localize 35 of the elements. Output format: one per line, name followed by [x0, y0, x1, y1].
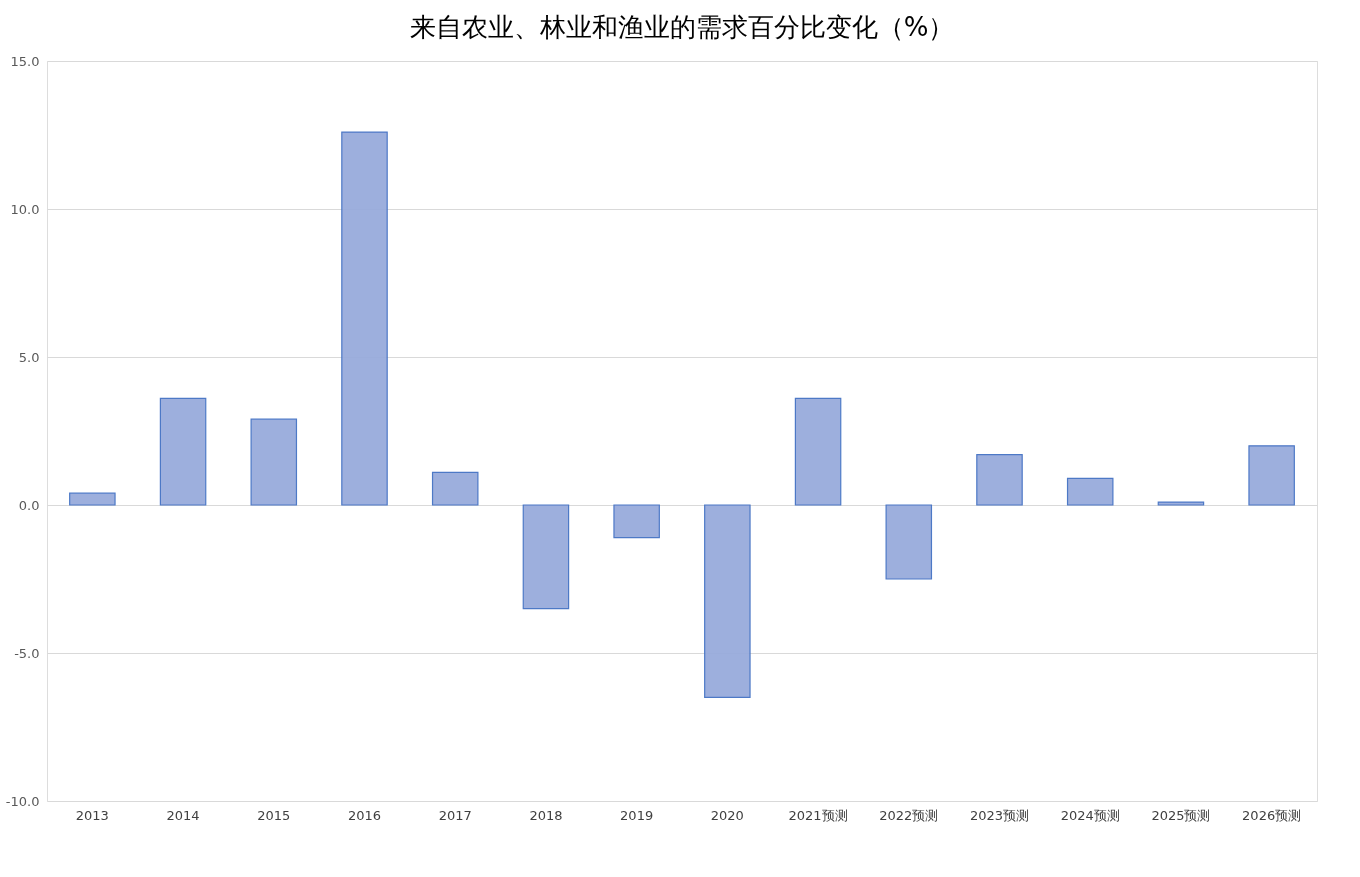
bar: [1248, 445, 1295, 506]
bar: [341, 131, 388, 506]
x-tick-label: 2018: [529, 807, 563, 823]
bar: [885, 504, 933, 580]
y-tick-label: 0.0: [18, 497, 40, 513]
bar: [794, 397, 842, 506]
y-tick-label: 10.0: [10, 201, 40, 217]
x-tick-label: 2016: [347, 807, 382, 823]
x-tick-label: 2014: [166, 807, 200, 823]
bar: [613, 504, 660, 539]
x-tick-label: 2026预测: [1242, 807, 1302, 823]
x-tick-label: 2024预测: [1060, 807, 1120, 823]
bar: [159, 397, 207, 506]
y-tick-label: -10.0: [5, 793, 40, 809]
x-tick-label: 2020: [710, 807, 744, 823]
x-tick-label: 2015: [257, 807, 291, 823]
y-tick-label: 15.0: [10, 53, 40, 69]
bar: [976, 454, 1023, 506]
x-tick-label: 2023预测: [969, 807, 1030, 823]
x-tick-label: 2019: [620, 807, 654, 823]
x-tick-label: 2025预测: [1151, 807, 1211, 823]
bar: [250, 418, 298, 506]
bar: [1066, 477, 1114, 506]
bar: [704, 504, 751, 698]
bar: [431, 471, 479, 506]
chart-title: 来自农业、林业和渔业的需求百分比变化（%）: [409, 12, 955, 42]
y-tick-label: -5.0: [14, 645, 40, 661]
bar: [522, 504, 570, 610]
x-tick-label: 2021预测: [788, 807, 848, 823]
y-tick-label: 5.0: [18, 349, 40, 365]
x-tick-label: 2013: [75, 807, 109, 823]
bar: [69, 492, 116, 506]
x-tick-label: 2017: [438, 807, 472, 823]
bar: [1157, 501, 1205, 506]
x-tick-label: 2022预测: [879, 807, 939, 823]
